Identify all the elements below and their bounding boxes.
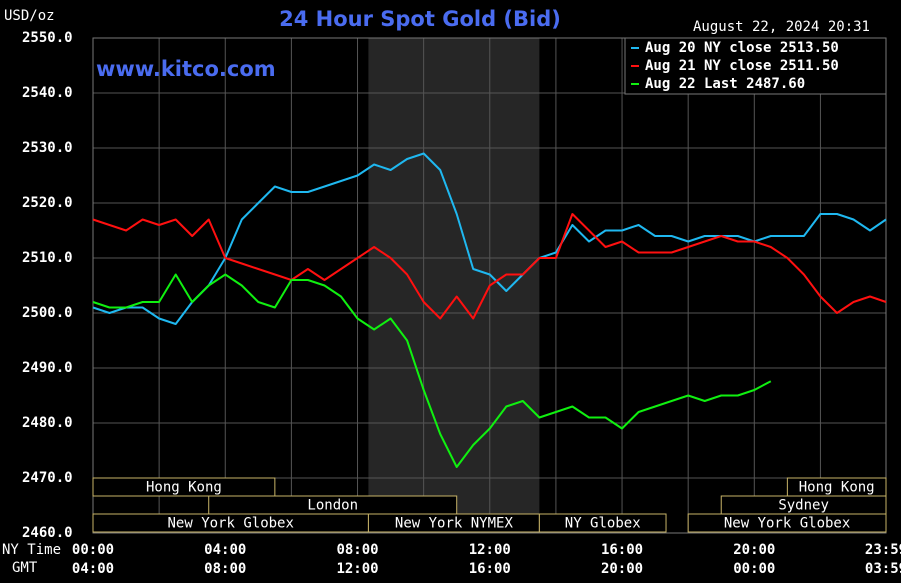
x2-tick-label: 16:00 [469, 561, 511, 577]
y-tick-label: 2550.0 [22, 30, 73, 46]
x2-tick-label: 12:00 [336, 561, 378, 577]
legend-label: Aug 20 NY close 2513.50 [645, 40, 839, 56]
x2-tick-label: 08:00 [204, 561, 246, 577]
y-tick-label: 2500.0 [22, 305, 73, 321]
x-row-label: NY Time [2, 542, 61, 558]
session-label: Hong Kong [146, 480, 222, 496]
series-line [92, 213, 887, 320]
session-box [538, 513, 667, 533]
session-label: NY Globex [565, 516, 641, 532]
legend-box [624, 37, 887, 95]
y-tick-label: 2490.0 [22, 360, 73, 376]
y-tick-label: 2510.0 [22, 250, 73, 266]
x-tick-label: 00:00 [72, 542, 114, 558]
legend-label: Aug 21 NY close 2511.50 [645, 58, 839, 74]
y-tick-label: 2520.0 [22, 195, 73, 211]
watermark: www.kitco.com [96, 57, 276, 81]
session-label: New York Globex [167, 516, 293, 532]
session-label: New York Globex [724, 516, 850, 532]
y-tick-label: 2470.0 [22, 470, 73, 486]
y-tick-label: 2530.0 [22, 140, 73, 156]
session-label: Sydney [778, 498, 829, 514]
x2-tick-label: 00:00 [733, 561, 775, 577]
y-tick-label: 2460.0 [22, 525, 73, 541]
x-tick-label: 23:59 [865, 542, 901, 558]
x-tick-label: 12:00 [469, 542, 511, 558]
series-line [92, 273, 772, 468]
x-tick-label: 04:00 [204, 542, 246, 558]
session-label: Hong Kong [799, 480, 875, 496]
session-shading [368, 38, 540, 533]
chart-title: 24 Hour Spot Gold (Bid) [279, 7, 561, 31]
x2-tick-label: 04:00 [72, 561, 114, 577]
session-box [687, 513, 887, 533]
x2-tick-label: 20:00 [601, 561, 643, 577]
session-label: London [307, 498, 358, 514]
legend-label: Aug 22 Last 2487.60 [645, 76, 805, 92]
x-row-label: GMT [12, 560, 38, 576]
y-tick-label: 2480.0 [22, 415, 73, 431]
x2-tick-label: 03:59 [865, 561, 901, 577]
x-tick-label: 20:00 [733, 542, 775, 558]
session-box [92, 477, 276, 497]
x-tick-label: 16:00 [601, 542, 643, 558]
y-tick-label: 2540.0 [22, 85, 73, 101]
x-tick-label: 08:00 [336, 542, 378, 558]
session-label: New York NYMEX [395, 516, 514, 532]
plot-frame [92, 37, 887, 534]
timestamp: August 22, 2024 20:31 [693, 19, 870, 35]
y-unit: USD/oz [4, 8, 55, 24]
